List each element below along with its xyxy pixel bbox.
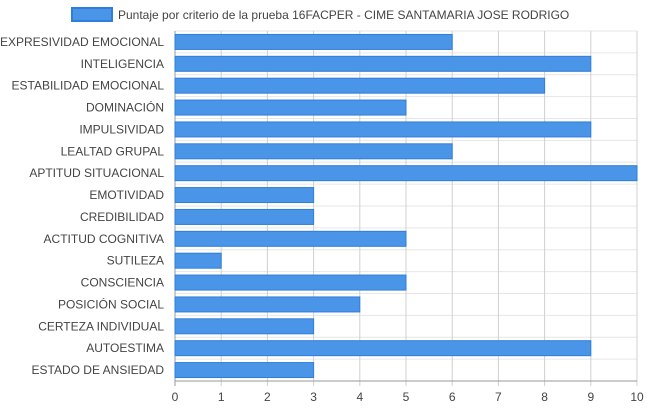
bar[interactable] (174, 143, 453, 160)
x-tick-label: 10 (630, 390, 644, 404)
x-tick-label: 3 (310, 390, 317, 404)
bar[interactable] (174, 187, 315, 204)
x-tick-label: 6 (449, 390, 456, 404)
bar[interactable] (174, 340, 592, 357)
x-tick-label: 8 (541, 390, 548, 404)
bar[interactable] (174, 252, 222, 269)
category-label: LEALTAD GRUPAL (61, 144, 165, 158)
bar[interactable] (174, 55, 592, 72)
category-label: DOMINACIÓN (86, 100, 164, 115)
bar[interactable] (174, 318, 315, 335)
category-label: EXPRESIVIDAD EMOCIONAL (0, 35, 164, 49)
grid-layer (174, 30, 638, 386)
category-label: ESTABILIDAD EMOCIONAL (12, 79, 165, 93)
x-tick-label: 4 (356, 390, 363, 404)
category-label: IMPULSIVIDAD (79, 122, 164, 136)
x-tick-label: 2 (264, 390, 271, 404)
category-label: ACTITUD COGNITIVA (44, 232, 164, 246)
category-label: ESTADO DE ANSIEDAD (32, 363, 165, 377)
category-label: APTITUD SITUACIONAL (29, 166, 164, 180)
bar[interactable] (174, 208, 315, 225)
bar[interactable] (174, 165, 638, 182)
x-tick-label: 7 (495, 390, 502, 404)
legend[interactable]: Puntaje por criterio de la prueba 16FACP… (71, 7, 569, 22)
category-label: POSICIÓN SOCIAL (58, 296, 164, 311)
bar[interactable] (174, 296, 361, 313)
x-tick-label: 9 (587, 390, 594, 404)
category-label: CREDIBILIDAD (80, 210, 164, 224)
legend-swatch (71, 7, 113, 22)
legend-label: Puntaje por criterio de la prueba 16FACP… (118, 8, 569, 22)
category-label: SUTILEZA (107, 254, 164, 268)
bar[interactable] (174, 77, 546, 94)
axis-layer: 0 1 2 3 4 5 6 7 8 9 10 EXPRESIVIDAD EMOCIONAL INTELI… (0, 35, 644, 404)
bar-layer (174, 33, 638, 379)
bar[interactable] (174, 99, 407, 116)
category-label: CERTEZA INDIVIDUAL (38, 319, 164, 333)
bar[interactable] (174, 362, 315, 379)
bar[interactable] (174, 121, 592, 138)
bar[interactable] (174, 274, 407, 291)
x-tick-label: 5 (403, 390, 410, 404)
x-tick-label: 1 (218, 390, 225, 404)
bar[interactable] (174, 230, 407, 247)
category-label: CONSCIENCIA (81, 276, 164, 290)
bar[interactable] (174, 33, 453, 50)
category-label: EMOTIVIDAD (89, 188, 164, 202)
category-label: INTELIGENCIA (81, 57, 164, 71)
x-tick-label: 0 (172, 390, 179, 404)
category-label: AUTOESTIMA (86, 341, 164, 355)
